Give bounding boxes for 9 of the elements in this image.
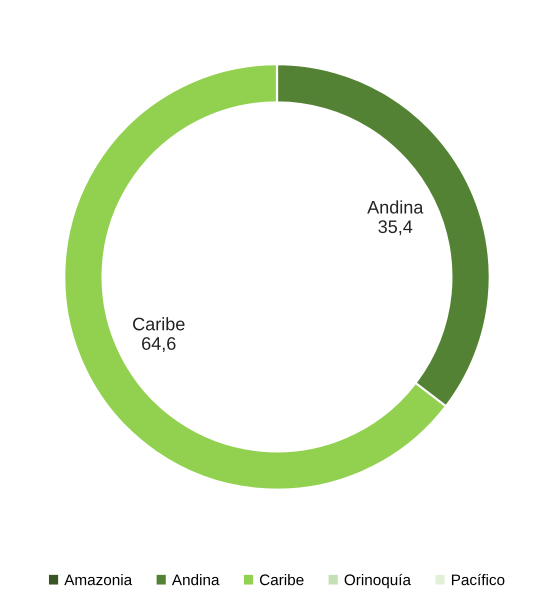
legend-label: Andina (172, 574, 220, 586)
slice-label: Andina (367, 200, 424, 214)
legend-label: Pacífico (452, 574, 504, 586)
legend-label: Caribe (260, 574, 304, 586)
legend-label: Amazonia (64, 574, 132, 586)
data-label: 64,6 (142, 337, 176, 352)
slice-label: Caribe (133, 317, 185, 330)
data-label: 35,4 (378, 220, 412, 236)
legend-label: Orinoquía (344, 574, 411, 588)
